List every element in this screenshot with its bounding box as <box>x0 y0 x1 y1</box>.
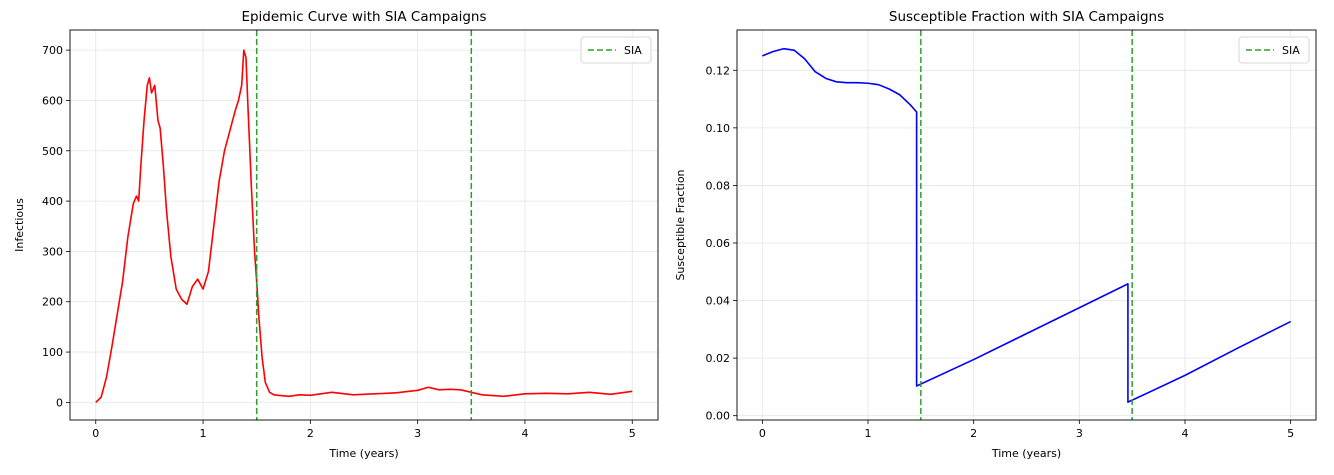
y-tick-label: 0 <box>56 396 63 409</box>
epidemic-curve-panel: 0 1 2 3 4 5 0 100 200 300 400 500 600 700 Epidemic Cur… <box>13 9 659 460</box>
x-tick-label: 4 <box>1181 427 1188 440</box>
chart-title: Susceptible Fraction with SIA Campaigns <box>889 9 1164 25</box>
y-tick-label: 500 <box>42 145 63 158</box>
x-tick-label: 4 <box>521 427 528 440</box>
x-tick-label: 2 <box>970 427 977 440</box>
y-axis-label: Infectious <box>13 198 26 252</box>
x-tick-label: 5 <box>629 427 636 440</box>
y-tick-label: 700 <box>42 44 63 57</box>
y-tick-label: 600 <box>42 94 63 107</box>
series-line-susceptible <box>762 47 1291 403</box>
y-tick-label: 0.12 <box>706 64 731 77</box>
series-line-infectious <box>95 49 633 403</box>
y-tick-label: 0.00 <box>706 410 731 423</box>
x-tick-label: 3 <box>414 427 421 440</box>
x-tick-label: 1 <box>865 427 872 440</box>
y-tick-label: 0.02 <box>706 352 731 365</box>
y-tick-label: 100 <box>42 346 63 359</box>
x-axis-label: Time (years) <box>328 447 398 460</box>
y-tick-label: 0.08 <box>706 179 731 192</box>
plot-frame <box>736 29 1317 421</box>
x-tick-label: 0 <box>92 427 99 440</box>
legend-label-sia: SIA <box>1282 44 1300 57</box>
susceptible-fraction-panel: 0 1 2 3 4 5 0.00 0.02 0.04 0.06 0.08 0.10 0.12 Suscep… <box>674 9 1317 460</box>
x-tick-label: 3 <box>1076 427 1083 440</box>
plot-frame <box>69 29 659 421</box>
legend: SIA <box>580 36 652 64</box>
legend: SIA <box>1238 36 1310 64</box>
y-tick-label: 0.10 <box>706 122 731 135</box>
y-tick-label: 300 <box>42 245 63 258</box>
x-tick-label: 1 <box>200 427 207 440</box>
y-tick-label: 0.04 <box>706 295 731 308</box>
legend-label-sia: SIA <box>624 44 642 57</box>
y-tick-label: 400 <box>42 195 63 208</box>
x-tick-label: 2 <box>307 427 314 440</box>
x-tick-label: 5 <box>1287 427 1294 440</box>
y-tick-label: 200 <box>42 296 63 309</box>
chart-title: Epidemic Curve with SIA Campaigns <box>241 9 486 25</box>
y-tick-label: 0.06 <box>706 237 731 250</box>
x-tick-label: 0 <box>759 427 766 440</box>
y-axis-label: Susceptible Fraction <box>674 169 687 280</box>
x-axis-label: Time (years) <box>991 447 1061 460</box>
